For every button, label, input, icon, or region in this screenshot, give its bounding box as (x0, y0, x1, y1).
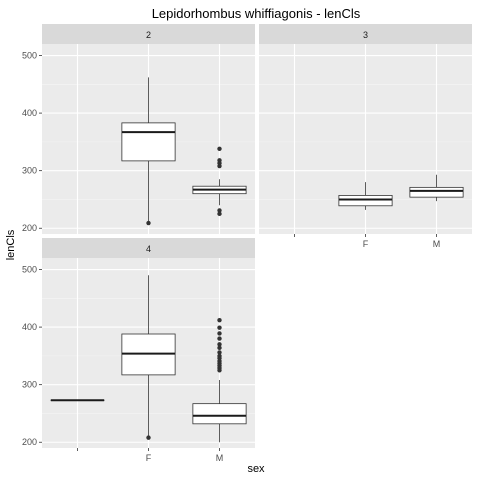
facet-strip-label: 4 (146, 244, 151, 254)
box (121, 122, 176, 162)
y-tick-label: 300 (22, 380, 37, 390)
facet-panel-4: 4 200 300 400 500 F M (22, 238, 255, 463)
boxplot-F (338, 182, 393, 210)
outlier-point (217, 345, 222, 351)
outlier-point (146, 435, 151, 440)
box (192, 403, 247, 425)
outlier-point (217, 368, 222, 373)
boxplot-F (121, 77, 176, 226)
outlier-point (217, 163, 222, 169)
chart-title: Lepidorhombus whiffiagonis - lenCls (152, 6, 361, 21)
facet-strip (259, 24, 472, 44)
boxplot-F (121, 275, 176, 440)
outlier-point (146, 220, 151, 226)
y-tick-label: 500 (22, 265, 37, 275)
outlier-point (217, 208, 222, 213)
y-tick-label: 500 (22, 51, 37, 61)
outlier-point (217, 350, 222, 355)
box (409, 186, 464, 198)
y-tick-label: 200 (22, 223, 37, 233)
y-tick-label: 200 (22, 437, 37, 447)
y-tick-label: 400 (22, 108, 37, 118)
x-tick-label: M (216, 453, 224, 463)
facet-strip-label: 2 (146, 30, 151, 40)
boxplot-M (192, 146, 247, 217)
outlier-point (217, 146, 222, 151)
y-tick-label: 400 (22, 322, 37, 332)
facet-strip (42, 24, 255, 44)
x-tick-label: F (146, 453, 152, 463)
outlier-point (217, 336, 222, 341)
boxplot-M (192, 317, 247, 443)
facet-panels: 2 200 300 400 500 3 F M 4 200 300 400 500 F M (22, 24, 472, 463)
x-axis-label: sex (247, 463, 265, 475)
outlier-point (217, 342, 222, 347)
outlier-point (217, 331, 222, 336)
facet-panel-3: 3 F M (259, 24, 472, 249)
outlier-point (217, 211, 222, 217)
outlier-point (217, 317, 222, 323)
x-tick-label: F (363, 239, 369, 249)
facet-panel-2: 2 200 300 400 500 (22, 24, 255, 234)
outlier-point (217, 325, 222, 330)
y-tick-label: 300 (22, 166, 37, 176)
facet-strip (42, 238, 255, 258)
facet-strip-label: 3 (363, 30, 368, 40)
y-axis-label: lenCls (5, 229, 17, 260)
x-tick-label: M (433, 239, 441, 249)
box (338, 195, 393, 207)
boxplot-M (409, 174, 464, 202)
